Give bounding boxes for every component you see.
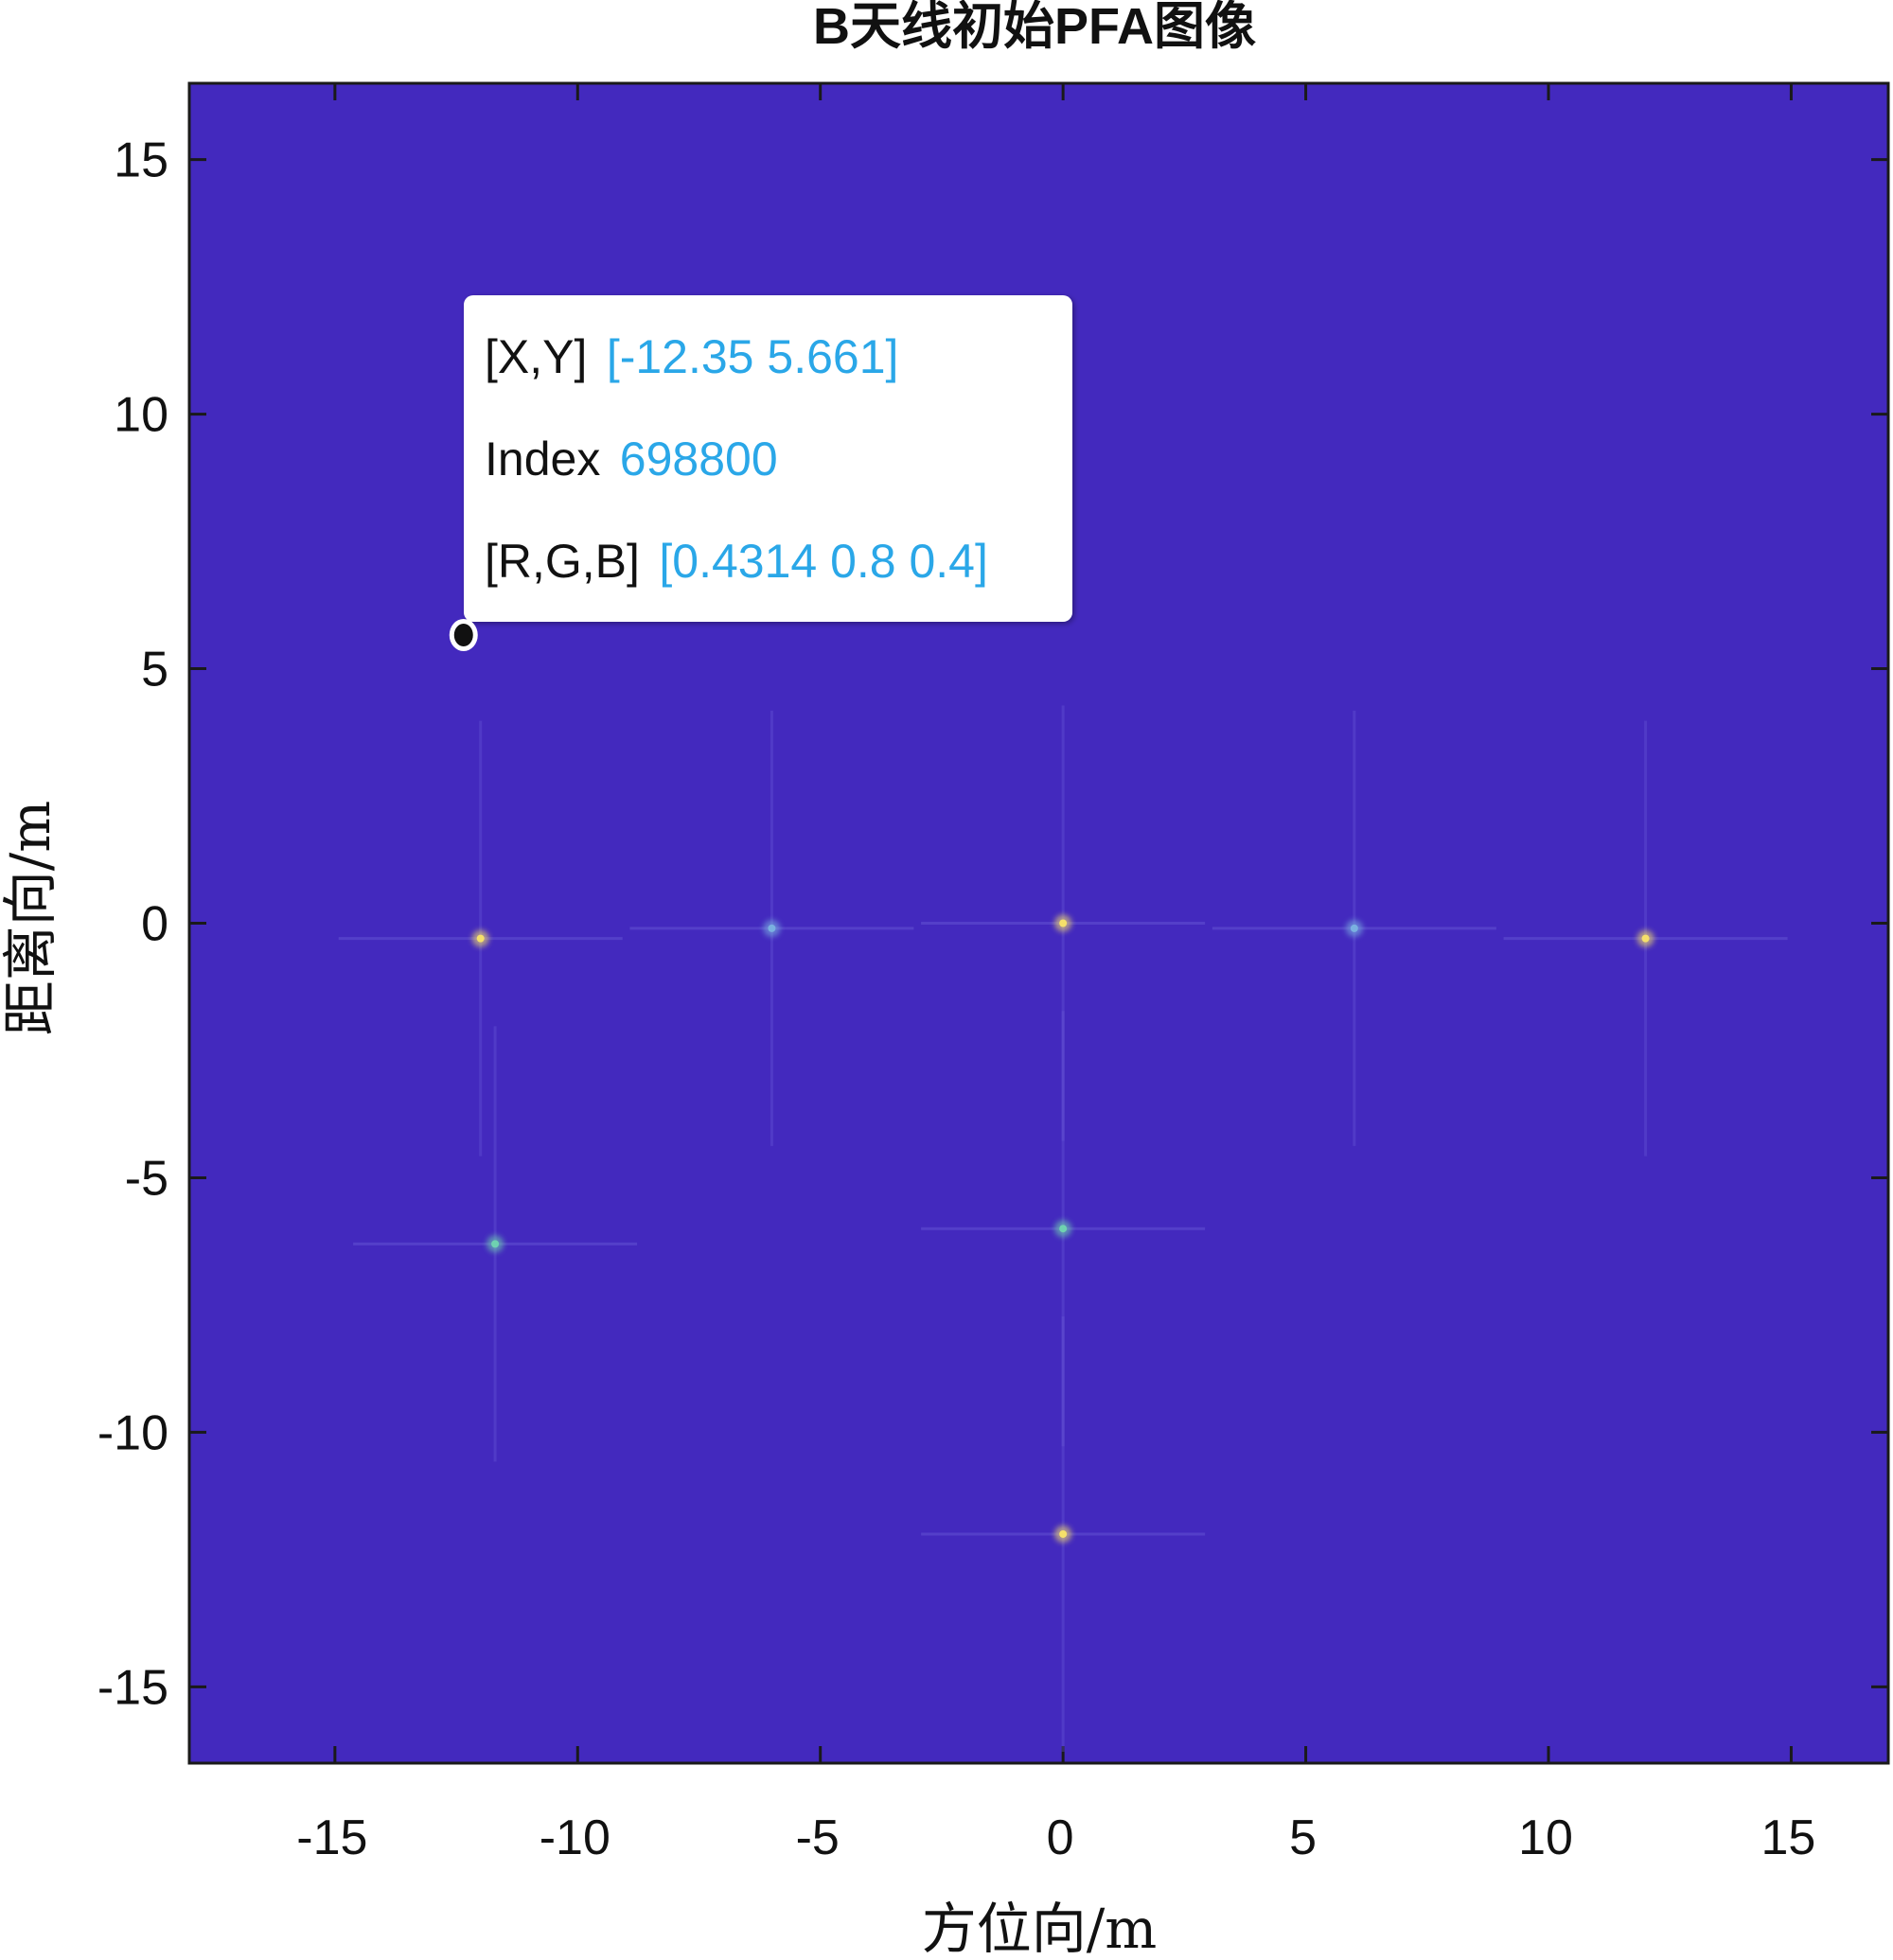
target-point <box>1641 934 1650 943</box>
x-tick-label: 10 <box>1518 1810 1573 1865</box>
x-tick-label: 15 <box>1761 1810 1816 1865</box>
point-target <box>1212 710 1496 1146</box>
plot-frame <box>187 81 1890 1765</box>
point-target <box>629 710 914 1146</box>
x-tick-label: -15 <box>296 1810 367 1865</box>
point-target <box>338 720 623 1157</box>
target-point <box>1059 1529 1068 1538</box>
data-tip-index-key: Index <box>485 433 600 486</box>
data-tip-marker-dot <box>453 624 473 647</box>
svg-text:[R,G,B] [0.4314 0.8 0.4]: [R,G,B] [0.4314 0.8 0.4] <box>485 535 988 588</box>
x-axis-label: 方位向/m <box>922 1897 1158 1960</box>
point-target <box>921 1011 1206 1447</box>
data-tip-box <box>464 295 1072 622</box>
data-tip[interactable]: [X,Y] [-12.35 5.661] Index 698800 [R,G,B… <box>449 295 1072 652</box>
svg-text:[X,Y] [-12.35 5.661]: [X,Y] [-12.35 5.661] <box>485 330 898 383</box>
point-targets <box>338 705 1788 1752</box>
y-tick-label: 0 <box>141 897 168 952</box>
svg-text:Index 698800: Index 698800 <box>485 433 778 486</box>
y-tick-label: -15 <box>97 1660 168 1715</box>
y-tick-label: -5 <box>125 1151 168 1206</box>
y-axis-ticks: 15 10 5 0 -5 -10 -15 <box>97 133 1888 1715</box>
target-point <box>476 934 485 943</box>
chart-title: B天线初始PFA图像 <box>813 0 1256 55</box>
y-tick-label: 5 <box>141 643 168 697</box>
target-point <box>768 924 776 932</box>
x-tick-label: 0 <box>1047 1810 1074 1865</box>
target-point <box>491 1240 500 1248</box>
y-tick-label: 15 <box>114 133 168 188</box>
y-tick-label: 10 <box>114 388 168 443</box>
point-target <box>353 1026 638 1462</box>
x-tick-label: 5 <box>1289 1810 1317 1865</box>
data-tip-index-value: 698800 <box>620 433 778 486</box>
x-tick-label: -5 <box>796 1810 840 1865</box>
target-point <box>1059 919 1068 927</box>
data-tip-xy-value: [-12.35 5.661] <box>607 330 899 383</box>
target-point <box>1350 924 1358 932</box>
point-target <box>1503 720 1788 1157</box>
y-tick-label: -10 <box>97 1405 168 1460</box>
target-point <box>1059 1225 1068 1233</box>
data-tip-rgb-key: [R,G,B] <box>485 535 640 588</box>
x-tick-label: -10 <box>540 1810 610 1865</box>
data-tip-xy-key: [X,Y] <box>485 330 587 383</box>
point-target <box>921 705 1206 1141</box>
y-axis-label: 距离向/m <box>0 801 62 1036</box>
x-axis-ticks: -15 -10 -5 0 5 10 15 <box>296 83 1815 1865</box>
point-target <box>921 1315 1206 1752</box>
data-tip-rgb-value: [0.4314 0.8 0.4] <box>659 535 988 588</box>
